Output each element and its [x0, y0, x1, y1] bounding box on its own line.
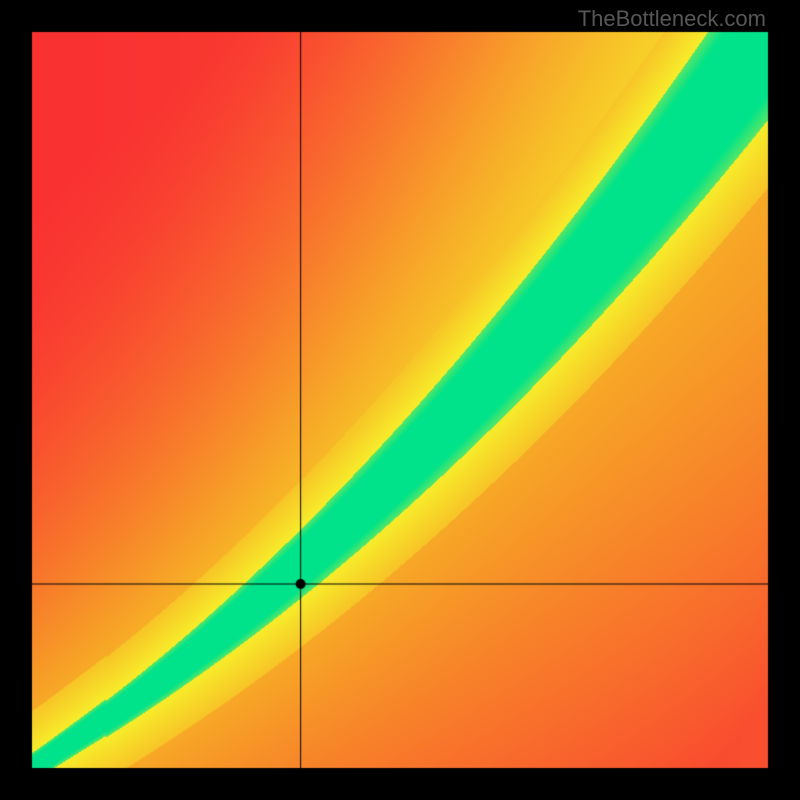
watermark-text: TheBottleneck.com [578, 6, 766, 32]
bottleneck-heatmap [0, 0, 800, 800]
